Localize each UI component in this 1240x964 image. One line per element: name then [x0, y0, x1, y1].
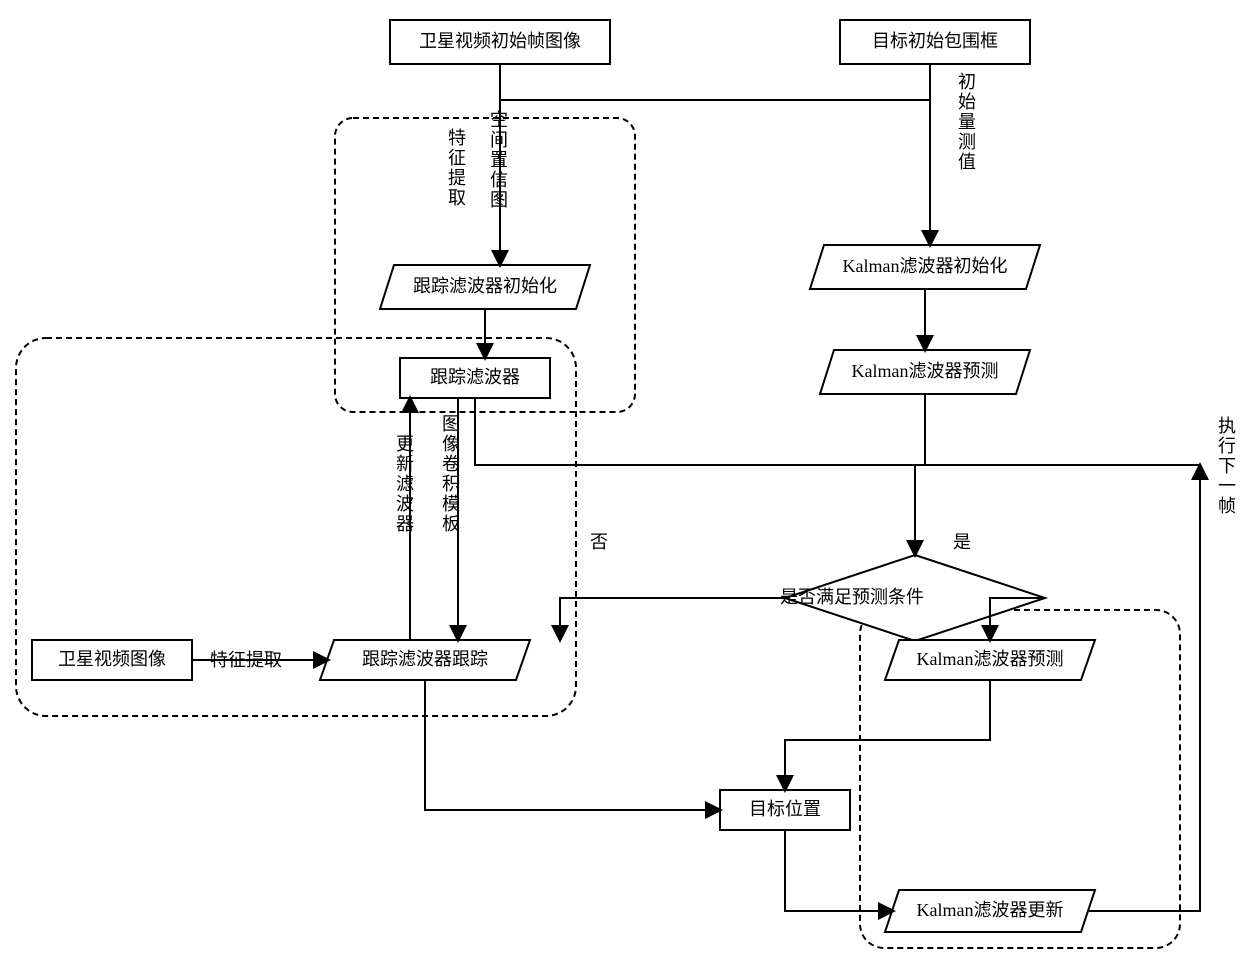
node-n_decision-label: 是否满足预测条件: [780, 587, 924, 607]
node-n_track_trk: 跟踪滤波器跟踪: [320, 640, 530, 680]
node-n_kal_init-label: Kalman滤波器初始化: [843, 256, 1008, 276]
node-n_kal_pred1-label: Kalman滤波器预测: [852, 361, 999, 381]
edge-label-l_feat1: 特征提取: [448, 128, 466, 208]
node-n_track_init: 跟踪滤波器初始化: [380, 265, 590, 309]
node-n_kal_pred2-label: Kalman滤波器预测: [917, 649, 1064, 669]
node-n_target_box: 目标初始包围框: [840, 20, 1030, 64]
node-n_kal_update-label: Kalman滤波器更新: [917, 900, 1064, 920]
node-n_kal_update: Kalman滤波器更新: [885, 890, 1095, 932]
edge-label-l_conf: 空间置信图: [490, 110, 508, 210]
node-n_track_filt: 跟踪滤波器: [400, 358, 550, 398]
node-n_target_pos-label: 目标位置: [749, 799, 821, 819]
edge-label-l_next: 执行下一帧: [1218, 416, 1236, 516]
node-n_target_box-label: 目标初始包围框: [872, 31, 998, 51]
edge-label-l_init_m: 初始量测值: [958, 72, 976, 172]
node-n_sat_img-label: 卫星视频图像: [58, 649, 166, 669]
node-n_sat_init: 卫星视频初始帧图像: [390, 20, 610, 64]
edge-label-l_no: 否: [590, 532, 608, 552]
node-n_sat_img: 卫星视频图像: [32, 640, 192, 680]
node-n_kal_init: Kalman滤波器初始化: [810, 245, 1040, 289]
edge-label-l_conv: 图像卷积模板: [442, 414, 460, 534]
edge-label-l_yes: 是: [953, 532, 971, 552]
edge-label-l_feat2: 特征提取: [210, 650, 282, 670]
node-n_track_filt-label: 跟踪滤波器: [430, 367, 520, 387]
node-n_track_trk-label: 跟踪滤波器跟踪: [362, 649, 488, 669]
node-n_track_init-label: 跟踪滤波器初始化: [413, 276, 557, 296]
node-n_sat_init-label: 卫星视频初始帧图像: [419, 31, 581, 51]
node-n_target_pos: 目标位置: [720, 790, 850, 830]
node-n_kal_pred1: Kalman滤波器预测: [820, 350, 1030, 394]
edge-label-l_update: 更新滤波器: [396, 434, 414, 534]
node-n_kal_pred2: Kalman滤波器预测: [885, 640, 1095, 680]
